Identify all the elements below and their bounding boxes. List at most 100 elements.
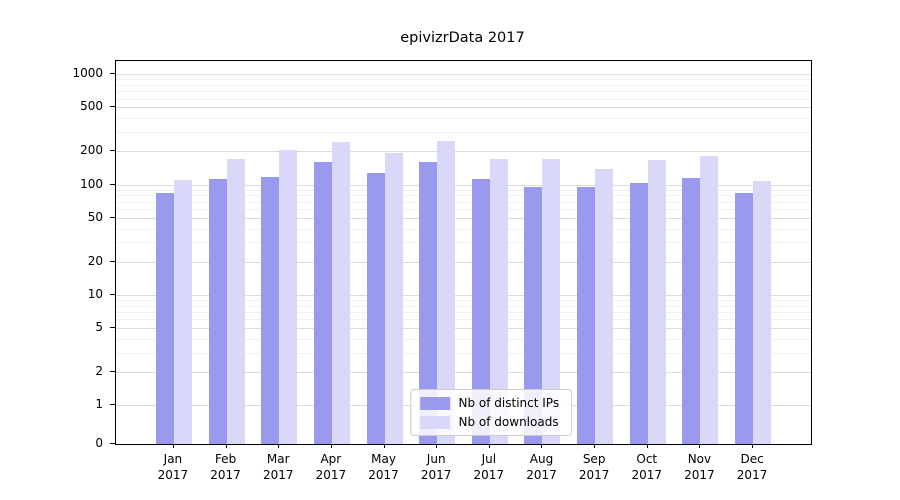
y-tick-label: 1 [95, 397, 103, 412]
gridline [116, 338, 811, 340]
gridline [116, 209, 811, 211]
gridline [116, 151, 811, 153]
x-tick-mark [488, 444, 490, 448]
bar-distinct-ips [735, 192, 754, 444]
bar-downloads [595, 169, 614, 444]
plot-area: Nb of distinct IPs Nb of downloads [115, 60, 812, 445]
gridline [116, 319, 811, 321]
gridline [116, 131, 811, 133]
y-tick-mark [110, 260, 115, 262]
gridline [116, 217, 811, 219]
gridline [116, 261, 811, 263]
x-tick-mark [172, 444, 174, 448]
gridline [116, 228, 811, 230]
bar-distinct-ips [524, 186, 543, 444]
y-tick-mark [110, 183, 115, 185]
gridline [116, 242, 811, 244]
gridline [116, 372, 811, 374]
x-tick-mark [225, 444, 227, 448]
bar-downloads [489, 158, 508, 444]
legend-entry-downloads: Nb of downloads [420, 415, 560, 429]
bar-downloads [753, 180, 772, 444]
x-tick-label: Sep 2017 [578, 452, 610, 482]
bar-downloads [542, 158, 561, 444]
y-tick-mark [110, 73, 115, 75]
x-tick-label: Jun 2017 [420, 452, 452, 482]
bar-distinct-ips [208, 179, 227, 444]
gridline [116, 79, 811, 81]
x-tick-label: Dec 2017 [736, 452, 768, 482]
bar-distinct-ips [629, 182, 648, 444]
x-tick-label: Feb 2017 [210, 452, 241, 482]
y-tick-mark [110, 371, 115, 373]
y-tick-mark [110, 327, 115, 329]
bar-downloads [647, 159, 666, 444]
y-tick-label: 50 [87, 209, 103, 224]
bar-distinct-ips [419, 162, 438, 444]
x-tick-label: Oct 2017 [631, 452, 663, 482]
bar-downloads [173, 180, 192, 444]
gridline [116, 305, 811, 307]
x-tick-mark [646, 444, 648, 448]
x-tick-mark [278, 444, 280, 448]
y-tick-mark [110, 150, 115, 152]
x-tick-label: May 2017 [368, 452, 399, 482]
y-tick-label: 500 [80, 99, 103, 114]
x-tick-label: Apr 2017 [315, 452, 347, 482]
gridline [116, 352, 811, 354]
legend-swatch-downloads [420, 415, 451, 429]
bar-distinct-ips [366, 172, 385, 444]
gridline [116, 107, 811, 109]
bar-distinct-ips [682, 178, 701, 444]
bar-downloads [226, 158, 245, 444]
y-tick-mark [110, 404, 115, 406]
y-tick-mark [110, 443, 115, 444]
bar-downloads [384, 153, 403, 444]
y-tick-label: 0 [95, 436, 103, 450]
y-tick-mark [110, 216, 115, 218]
y-tick-label: 100 [80, 176, 103, 191]
gridline [116, 300, 811, 302]
gridline [116, 328, 811, 330]
legend-label-distinct-ips: Nb of distinct IPs [458, 396, 560, 410]
x-tick-mark [436, 444, 438, 448]
legend-entry-distinct-ips: Nb of distinct IPs [420, 396, 560, 410]
gridline [116, 312, 811, 314]
x-tick-label: Mar 2017 [262, 452, 294, 482]
y-tick-mark [110, 293, 115, 295]
legend: Nb of distinct IPs Nb of downloads [410, 389, 573, 436]
x-tick-mark [594, 444, 596, 448]
bar-downloads [437, 140, 456, 444]
gridline [116, 91, 811, 93]
x-tick-mark [541, 444, 543, 448]
legend-label-downloads: Nb of downloads [458, 415, 559, 429]
gridline [116, 189, 811, 191]
gridline [116, 294, 811, 296]
bar-distinct-ips [155, 192, 174, 444]
gridline [116, 74, 811, 76]
gridline [116, 118, 811, 120]
legend-swatch-distinct-ips [420, 396, 451, 410]
gridline [116, 184, 811, 186]
y-tick-label: 20 [87, 253, 103, 268]
y-tick-label: 200 [80, 143, 103, 158]
x-tick-mark [383, 444, 385, 448]
bar-distinct-ips [261, 176, 280, 444]
bar-downloads [700, 155, 719, 444]
x-tick-mark [330, 444, 332, 448]
x-tick-label: Jul 2017 [473, 452, 505, 482]
x-tick-mark [699, 444, 701, 448]
gridline [116, 84, 811, 86]
x-tick-label: Jan 2017 [157, 452, 189, 482]
bar-distinct-ips [577, 186, 596, 444]
bar-distinct-ips [471, 178, 490, 444]
x-tick-mark [752, 444, 754, 448]
bar-distinct-ips [313, 162, 332, 444]
x-tick-label: Aug 2017 [526, 452, 557, 482]
y-tick-label: 1000 [72, 66, 103, 81]
y-tick-label: 5 [95, 320, 103, 335]
gridline [116, 201, 811, 203]
gridline [116, 195, 811, 197]
bar-downloads [279, 150, 298, 444]
